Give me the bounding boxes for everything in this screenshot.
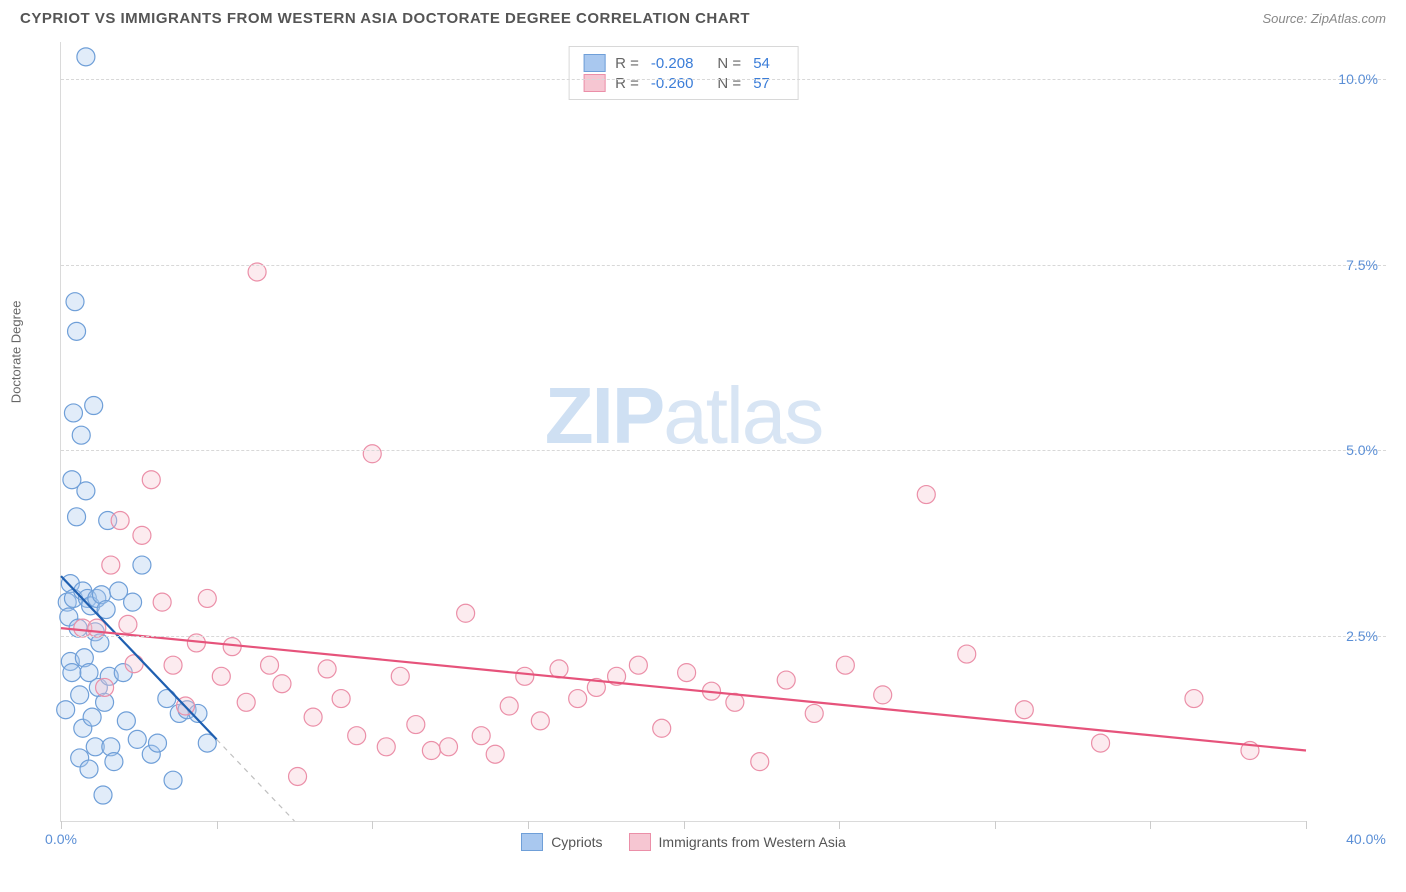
- scatter-point: [164, 771, 182, 789]
- scatter-point: [117, 712, 135, 730]
- scatter-point: [516, 667, 534, 685]
- scatter-point: [164, 656, 182, 674]
- y-tick-label: 2.5%: [1346, 628, 1378, 644]
- legend-label: Cypriots: [551, 834, 602, 850]
- scatter-point: [629, 656, 647, 674]
- scatter-point: [212, 667, 230, 685]
- scatter-point: [332, 690, 350, 708]
- scatter-point: [500, 697, 518, 715]
- scatter-point: [102, 556, 120, 574]
- scatter-point: [68, 322, 86, 340]
- scatter-point: [917, 486, 935, 504]
- scatter-point: [472, 727, 490, 745]
- scatter-point: [261, 656, 279, 674]
- scatter-point: [391, 667, 409, 685]
- scatter-point: [874, 686, 892, 704]
- scatter-point: [142, 471, 160, 489]
- series-legend: Cypriots Immigrants from Western Asia: [61, 833, 1306, 851]
- legend-item-western-asia: Immigrants from Western Asia: [629, 833, 846, 851]
- chart-container: Doctorate Degree ZIPatlas R =-0.208 N =5…: [20, 42, 1386, 852]
- scatter-point: [569, 690, 587, 708]
- scatter-point: [304, 708, 322, 726]
- scatter-point: [550, 660, 568, 678]
- source-label: Source: ZipAtlas.com: [1262, 11, 1386, 26]
- scatter-point: [66, 293, 84, 311]
- scatter-point: [57, 701, 75, 719]
- scatter-point: [64, 404, 82, 422]
- scatter-point: [198, 589, 216, 607]
- scatter-point: [77, 48, 95, 66]
- y-tick-label: 7.5%: [1346, 257, 1378, 273]
- scatter-point: [125, 655, 143, 673]
- scatter-point: [96, 678, 114, 696]
- scatter-point: [958, 645, 976, 663]
- scatter-point: [248, 263, 266, 281]
- trend-line-extrapolation: [217, 739, 295, 821]
- plot-area: ZIPatlas R =-0.208 N =54 R =-0.260 N =57…: [60, 42, 1306, 822]
- scatter-point: [133, 526, 151, 544]
- swatch-western-asia-icon: [629, 833, 651, 851]
- swatch-cypriots-icon: [521, 833, 543, 851]
- scatter-point: [457, 604, 475, 622]
- scatter-point: [63, 664, 81, 682]
- scatter-point: [83, 708, 101, 726]
- scatter-point: [486, 745, 504, 763]
- scatter-point: [148, 734, 166, 752]
- scatter-point: [111, 512, 129, 530]
- scatter-point: [153, 593, 171, 611]
- x-tick-label: 40.0%: [1346, 831, 1386, 847]
- scatter-point: [1015, 701, 1033, 719]
- scatter-point: [318, 660, 336, 678]
- scatter-point: [72, 426, 90, 444]
- y-tick-label: 10.0%: [1338, 71, 1378, 87]
- scatter-point: [128, 730, 146, 748]
- y-axis-label: Doctorate Degree: [9, 301, 24, 404]
- scatter-point: [407, 716, 425, 734]
- legend-item-cypriots: Cypriots: [521, 833, 602, 851]
- scatter-point: [777, 671, 795, 689]
- scatter-point: [751, 753, 769, 771]
- scatter-point: [531, 712, 549, 730]
- scatter-point: [237, 693, 255, 711]
- scatter-point: [105, 753, 123, 771]
- scatter-point: [71, 686, 89, 704]
- scatter-point: [133, 556, 151, 574]
- scatter-point: [119, 615, 137, 633]
- scatter-point: [377, 738, 395, 756]
- scatter-point: [85, 397, 103, 415]
- scatter-point: [1185, 690, 1203, 708]
- scatter-point: [1092, 734, 1110, 752]
- scatter-point: [422, 742, 440, 760]
- scatter-point: [440, 738, 458, 756]
- scatter-point: [678, 664, 696, 682]
- scatter-point: [124, 593, 142, 611]
- scatter-point: [653, 719, 671, 737]
- scatter-point: [273, 675, 291, 693]
- chart-title: CYPRIOT VS IMMIGRANTS FROM WESTERN ASIA …: [20, 10, 750, 27]
- scatter-point: [68, 508, 86, 526]
- scatter-point: [805, 704, 823, 722]
- scatter-point: [77, 482, 95, 500]
- scatter-point: [94, 786, 112, 804]
- y-tick-label: 5.0%: [1346, 442, 1378, 458]
- legend-label: Immigrants from Western Asia: [659, 834, 846, 850]
- scatter-point: [289, 767, 307, 785]
- scatter-point: [348, 727, 366, 745]
- scatter-point: [80, 760, 98, 778]
